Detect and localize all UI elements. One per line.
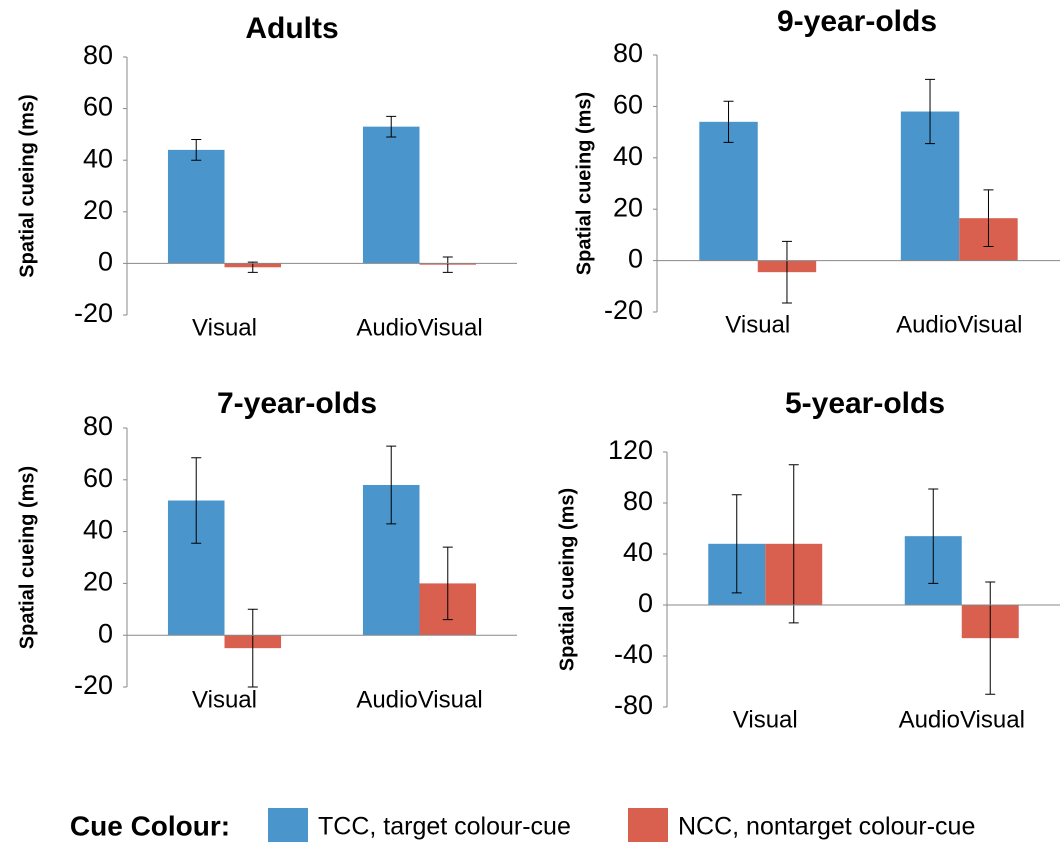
y-tick-label: 20 bbox=[83, 567, 113, 597]
panel: 5-year-olds Spatial cueing (ms) -80 -40 0 40 8… bbox=[556, 387, 1060, 733]
y-axis-label: Spatial cueing (ms) bbox=[16, 94, 38, 277]
y-tick-label: 80 bbox=[83, 411, 113, 441]
error-bar bbox=[731, 494, 742, 594]
panel-title: 7-year-olds bbox=[217, 387, 377, 420]
y-tick-label: 0 bbox=[638, 588, 653, 618]
y-tick-label: 0 bbox=[98, 247, 113, 277]
error-bar bbox=[788, 464, 799, 624]
x-tick-label: Visual bbox=[733, 706, 798, 733]
panel-title: 5-year-olds bbox=[785, 387, 945, 420]
y-tick-label: 80 bbox=[83, 40, 113, 70]
error-bar bbox=[247, 608, 258, 688]
x-tick-label: AudioVisual bbox=[356, 686, 482, 713]
legend-swatch bbox=[628, 808, 668, 842]
y-tick-label: 40 bbox=[613, 141, 643, 171]
panel-title: Adults bbox=[245, 12, 338, 45]
y-tick-label: -80 bbox=[614, 690, 653, 720]
y-tick-label: -40 bbox=[614, 639, 653, 669]
error-bar bbox=[925, 78, 936, 145]
panel-title: 9-year-olds bbox=[777, 5, 937, 38]
y-axis-label: Spatial cueing (ms) bbox=[16, 466, 38, 649]
x-tick-label: Visual bbox=[192, 686, 257, 713]
error-bar bbox=[985, 581, 996, 695]
y-tick-label: 60 bbox=[613, 90, 643, 120]
y-tick-label: 40 bbox=[623, 537, 653, 567]
y-tick-label: 0 bbox=[628, 244, 643, 274]
error-bar bbox=[442, 256, 453, 273]
error-bar bbox=[928, 488, 939, 584]
error-bar bbox=[781, 240, 792, 304]
y-tick-label: 60 bbox=[83, 463, 113, 493]
y-tick-label: -20 bbox=[74, 298, 113, 328]
error-bar bbox=[442, 546, 453, 621]
y-tick-label: 0 bbox=[98, 618, 113, 648]
error-bar bbox=[386, 115, 397, 138]
x-tick-label: Visual bbox=[725, 311, 790, 338]
y-tick-label: 80 bbox=[623, 486, 653, 516]
y-tick-label: 20 bbox=[83, 195, 113, 225]
panel: 7-year-olds Spatial cueing (ms) -20 0 20 40 60… bbox=[16, 387, 517, 713]
legend-label: NCC, nontarget colour-cue bbox=[678, 813, 975, 841]
error-bar bbox=[723, 100, 734, 143]
panel: 9-year-olds Spatial cueing (ms) -20 0 20 40 60… bbox=[573, 5, 1060, 338]
legend-label: TCC, target colour-cue bbox=[318, 813, 571, 841]
panel: Adults Spatial cueing (ms) -20 0 20 40 60 80 Vis… bbox=[16, 12, 517, 341]
x-tick-label: AudioVisual bbox=[896, 311, 1022, 338]
bar bbox=[362, 126, 420, 264]
y-tick-label: 40 bbox=[83, 515, 113, 545]
error-bar bbox=[191, 457, 202, 544]
bar bbox=[167, 149, 225, 264]
bar bbox=[699, 121, 758, 261]
x-tick-label: Visual bbox=[192, 314, 257, 341]
y-axis-label: Spatial cueing (ms) bbox=[556, 488, 578, 671]
legend-swatch bbox=[268, 808, 308, 842]
y-tick-label: 40 bbox=[83, 143, 113, 173]
x-tick-label: AudioVisual bbox=[899, 706, 1025, 733]
y-tick-label: -20 bbox=[74, 670, 113, 700]
error-bar bbox=[386, 445, 397, 525]
legend-title: Cue Colour: bbox=[70, 810, 230, 841]
y-axis-label: Spatial cueing (ms) bbox=[573, 92, 595, 275]
error-bar bbox=[191, 139, 202, 161]
y-tick-label: 20 bbox=[613, 192, 643, 222]
x-tick-label: AudioVisual bbox=[356, 314, 482, 341]
error-bar bbox=[983, 189, 994, 247]
y-tick-label: 120 bbox=[608, 435, 653, 465]
y-tick-label: -20 bbox=[604, 295, 643, 325]
y-tick-label: 80 bbox=[613, 38, 643, 68]
y-tick-label: 60 bbox=[83, 92, 113, 122]
